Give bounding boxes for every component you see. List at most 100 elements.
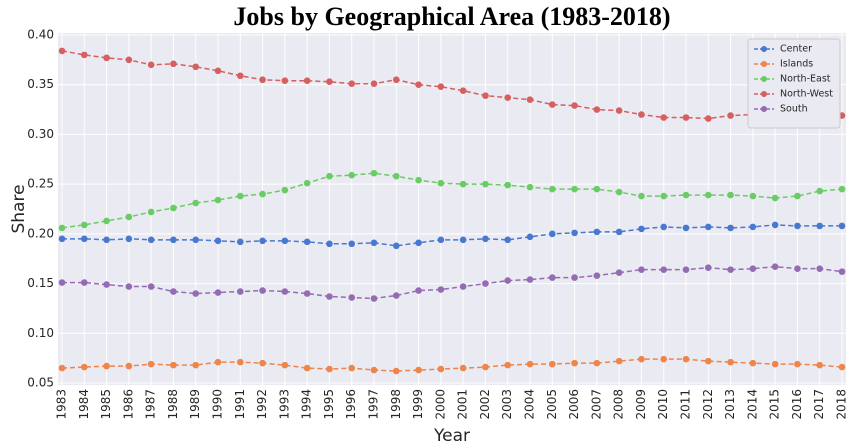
data-point bbox=[125, 235, 133, 243]
data-point bbox=[593, 228, 601, 236]
x-tick-label: 2012 bbox=[701, 389, 715, 420]
x-tick-label: 2010 bbox=[656, 389, 670, 420]
data-point bbox=[259, 359, 266, 367]
data-point bbox=[80, 51, 88, 59]
data-point bbox=[660, 192, 668, 200]
x-tick-label: 1996 bbox=[344, 389, 358, 420]
data-point bbox=[482, 235, 489, 243]
series-line bbox=[61, 50, 843, 120]
data-point bbox=[281, 237, 289, 245]
data-point bbox=[615, 269, 623, 276]
data-point bbox=[281, 288, 289, 295]
chart-title: Jobs by Geographical Area (1983-2018) bbox=[233, 2, 670, 31]
data-point bbox=[303, 179, 311, 187]
data-point bbox=[326, 78, 333, 86]
data-point bbox=[682, 191, 690, 199]
data-point bbox=[771, 221, 779, 229]
data-point bbox=[147, 61, 155, 69]
y-tick-label: 0.20 bbox=[27, 226, 54, 240]
x-tick-label: 2008 bbox=[612, 389, 626, 420]
data-point bbox=[170, 288, 177, 295]
data-point bbox=[392, 76, 400, 84]
data-point bbox=[147, 360, 155, 368]
x-tick-label: 1995 bbox=[322, 389, 336, 420]
data-point bbox=[125, 56, 133, 64]
y-tick-label: 0.05 bbox=[27, 376, 54, 390]
data-point bbox=[682, 355, 690, 363]
data-point bbox=[259, 237, 266, 245]
data-point bbox=[771, 194, 779, 202]
data-point bbox=[437, 83, 445, 90]
data-point bbox=[80, 279, 88, 286]
data-point bbox=[526, 183, 534, 191]
data-point bbox=[236, 358, 244, 366]
data-point bbox=[348, 294, 356, 301]
data-point bbox=[727, 191, 734, 199]
x-tick-label: 1985 bbox=[99, 389, 113, 420]
data-point bbox=[704, 223, 712, 231]
x-tick-label: 2011 bbox=[679, 389, 693, 420]
data-point bbox=[326, 172, 333, 180]
data-point bbox=[727, 358, 734, 366]
x-tick-label: 2013 bbox=[723, 389, 737, 420]
legend-label: South bbox=[780, 104, 808, 115]
data-point bbox=[504, 181, 512, 189]
data-point bbox=[638, 225, 645, 233]
data-point bbox=[348, 364, 356, 372]
data-point bbox=[147, 283, 155, 290]
data-point bbox=[727, 266, 734, 273]
data-point bbox=[415, 239, 422, 247]
data-point bbox=[170, 204, 177, 212]
data-point bbox=[482, 92, 489, 99]
data-point bbox=[214, 237, 222, 245]
data-point bbox=[236, 288, 244, 295]
data-point bbox=[58, 364, 66, 372]
data-point bbox=[593, 185, 601, 193]
x-tick-label: 1984 bbox=[77, 389, 91, 420]
data-point bbox=[749, 192, 757, 200]
data-point bbox=[504, 236, 512, 244]
x-tick-label: 2014 bbox=[745, 389, 759, 420]
data-point bbox=[838, 268, 846, 275]
series-line bbox=[61, 172, 843, 229]
data-point bbox=[58, 47, 66, 55]
data-point bbox=[548, 230, 556, 238]
data-point bbox=[482, 280, 489, 287]
data-point bbox=[370, 366, 378, 374]
y-tick-label: 0.10 bbox=[27, 326, 54, 340]
data-point bbox=[548, 360, 556, 368]
data-point bbox=[326, 365, 333, 373]
x-tick-label: 1998 bbox=[389, 389, 403, 420]
data-point bbox=[125, 362, 133, 370]
data-point bbox=[660, 266, 668, 273]
data-point bbox=[771, 360, 779, 368]
x-tick-label: 2015 bbox=[768, 389, 782, 420]
data-point bbox=[816, 265, 824, 272]
data-point bbox=[192, 361, 200, 369]
data-point bbox=[504, 277, 512, 284]
data-point bbox=[593, 106, 601, 113]
data-point bbox=[548, 274, 556, 281]
data-point bbox=[459, 87, 467, 94]
data-point bbox=[392, 292, 400, 299]
series-line bbox=[62, 224, 842, 247]
x-tick-label: 2001 bbox=[456, 389, 470, 420]
x-tick-label: 1991 bbox=[233, 389, 247, 420]
x-tick-label: 1990 bbox=[211, 389, 225, 420]
x-tick-label: 2007 bbox=[589, 389, 603, 420]
x-tick-label: 2004 bbox=[523, 389, 537, 420]
x-tick-label: 1994 bbox=[300, 389, 314, 420]
data-point bbox=[504, 94, 512, 101]
data-point bbox=[794, 360, 801, 368]
data-point bbox=[370, 239, 378, 247]
legend-label: Center bbox=[780, 44, 812, 55]
series-line bbox=[61, 358, 843, 372]
data-point bbox=[548, 185, 556, 193]
x-axis-label: Year bbox=[433, 426, 470, 446]
data-point bbox=[303, 77, 311, 85]
x-tick-label: 1986 bbox=[121, 389, 135, 420]
data-point bbox=[615, 228, 623, 236]
data-point bbox=[459, 180, 467, 188]
data-point bbox=[727, 112, 734, 119]
